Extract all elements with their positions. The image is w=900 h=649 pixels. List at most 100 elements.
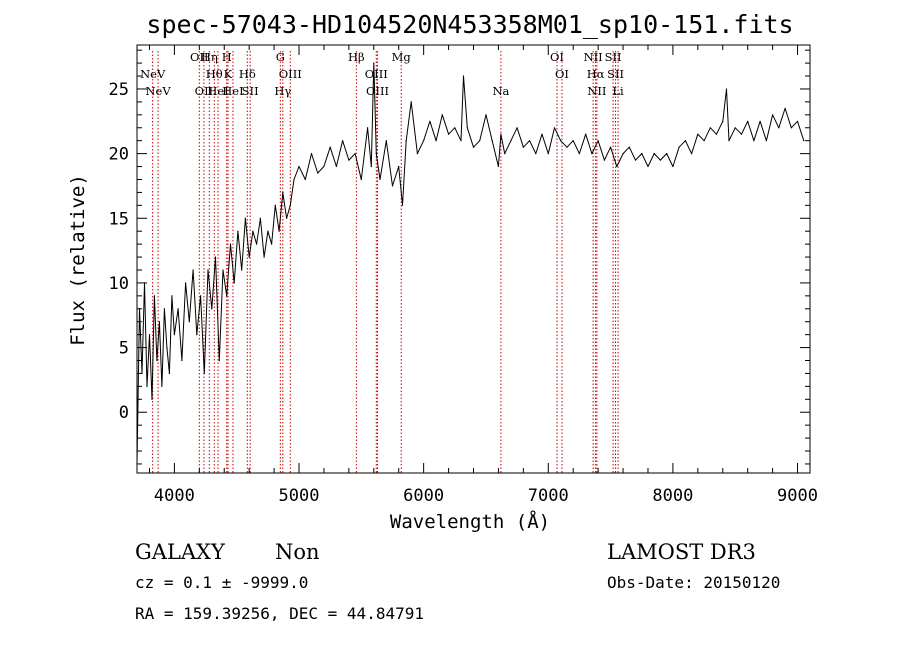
emission-line-label: OIII [279, 67, 302, 81]
y-tick-label: 0 [119, 403, 129, 423]
emission-line-label: NII [587, 84, 606, 98]
x-tick-label: 9000 [777, 486, 818, 506]
spectrum-point [385, 140, 387, 142]
spectrum-point [200, 295, 202, 297]
spectrum-point [226, 295, 228, 297]
spectrum-point [597, 140, 599, 142]
emission-line-label: K [224, 67, 233, 81]
emission-line-label: OII [190, 50, 209, 64]
spectrum-point [282, 191, 284, 193]
spectrum-point [166, 347, 168, 349]
y-axis-label: Flux (relative) [67, 174, 89, 346]
redshift-line: cz = 0.1 ± -9999.0 [135, 573, 308, 592]
spectrum-point [151, 398, 153, 400]
spectrum-point [323, 165, 325, 168]
spectrum-point [485, 114, 487, 116]
spectrum-point [185, 282, 187, 284]
spectrum-point [370, 165, 372, 168]
chart-title: spec-57043-HD104520N453358M01_sp10-151.f… [146, 10, 793, 39]
spectrum-point [271, 243, 273, 245]
obs-date: Obs-Date: 20150120 [607, 573, 780, 592]
emission-line-label: HeI [207, 84, 228, 98]
spectrum-point [684, 140, 687, 142]
spectrum-point [516, 127, 518, 129]
spectrum-point [405, 140, 407, 142]
y-tick-label: 20 [109, 145, 129, 165]
spectrum-point [753, 140, 755, 142]
x-tick-label: 7000 [528, 486, 569, 506]
spectrum-point [188, 321, 190, 323]
emission-line-label: H [222, 50, 232, 64]
spectrum-point [171, 295, 173, 297]
spectrum-point [591, 153, 593, 155]
spectrum-point [310, 153, 313, 155]
emission-line-markers [152, 51, 619, 473]
spectrum-point [256, 243, 258, 245]
spectrum-point [293, 178, 295, 181]
spectrum-point [218, 359, 220, 362]
spectrum-point [252, 230, 254, 232]
spectrum-point [460, 140, 462, 142]
spectrum-point [211, 308, 213, 310]
spectrum-point [229, 243, 232, 245]
spectrum-point [410, 101, 412, 103]
spectrum-point [603, 159, 606, 161]
spectrum-point [259, 217, 261, 219]
emission-line-label: NeV [140, 67, 166, 81]
spectrum-point [163, 308, 165, 310]
emission-line-label: OI [555, 67, 569, 81]
spectrum-point [423, 140, 425, 142]
spectrum-point [391, 185, 394, 187]
spectrum-point [177, 308, 179, 310]
spectrum-point [298, 165, 300, 168]
spectrum-point [203, 372, 205, 374]
x-tick-label: 5000 [279, 486, 320, 506]
spectrum-point [173, 334, 175, 336]
spectrum-point [778, 127, 780, 129]
spectrum-point [278, 230, 280, 232]
spectrum-series [136, 62, 805, 465]
spectrum-point [796, 120, 799, 122]
y-tick-label: 5 [119, 339, 129, 359]
spectrum-point [267, 230, 269, 232]
emission-line-label: NII [584, 50, 603, 64]
spectrum-point [790, 127, 792, 129]
spectrum-point [522, 146, 525, 148]
spectrum-point [728, 140, 730, 142]
spectrum-point [237, 230, 239, 232]
spectrum-point [641, 153, 643, 155]
spectrum-point [401, 204, 404, 206]
spectrum-point [672, 165, 674, 168]
spectrum-point [472, 146, 475, 148]
x-tick-label: 6000 [403, 486, 444, 506]
object-subclass: Non [275, 540, 320, 564]
emission-line-label: Hβ [348, 50, 365, 64]
spectrum-point [354, 153, 356, 155]
spectrum-point [500, 133, 502, 135]
spectrum-point [153, 295, 155, 297]
spectrum-point [691, 153, 693, 155]
spectrum-point [148, 334, 151, 336]
spectrum-point [373, 62, 375, 64]
y-tick-label: 25 [109, 80, 129, 100]
emission-line-label: Li [612, 84, 624, 98]
spectrum-point [628, 146, 630, 148]
spectrum-point [146, 385, 148, 387]
spectrum-point [192, 269, 194, 271]
spectrum-point [510, 140, 512, 142]
spectrum-point [196, 334, 198, 336]
spectrum-point [462, 75, 465, 77]
spectrum-point [233, 282, 235, 284]
spectrum-point [429, 120, 431, 122]
object-class: GALAXY [135, 540, 226, 564]
plot-frame [136, 44, 811, 474]
spectrum-point [398, 165, 400, 168]
y-tick-label: 15 [109, 209, 129, 229]
spectrum-point [572, 140, 574, 142]
spectrum-point [504, 153, 506, 155]
spectrum-point [659, 159, 662, 161]
emission-line-label: OI [550, 50, 564, 64]
spectrum-point [304, 178, 306, 181]
spectrum-point [360, 178, 362, 181]
spectrum-point [803, 140, 805, 142]
